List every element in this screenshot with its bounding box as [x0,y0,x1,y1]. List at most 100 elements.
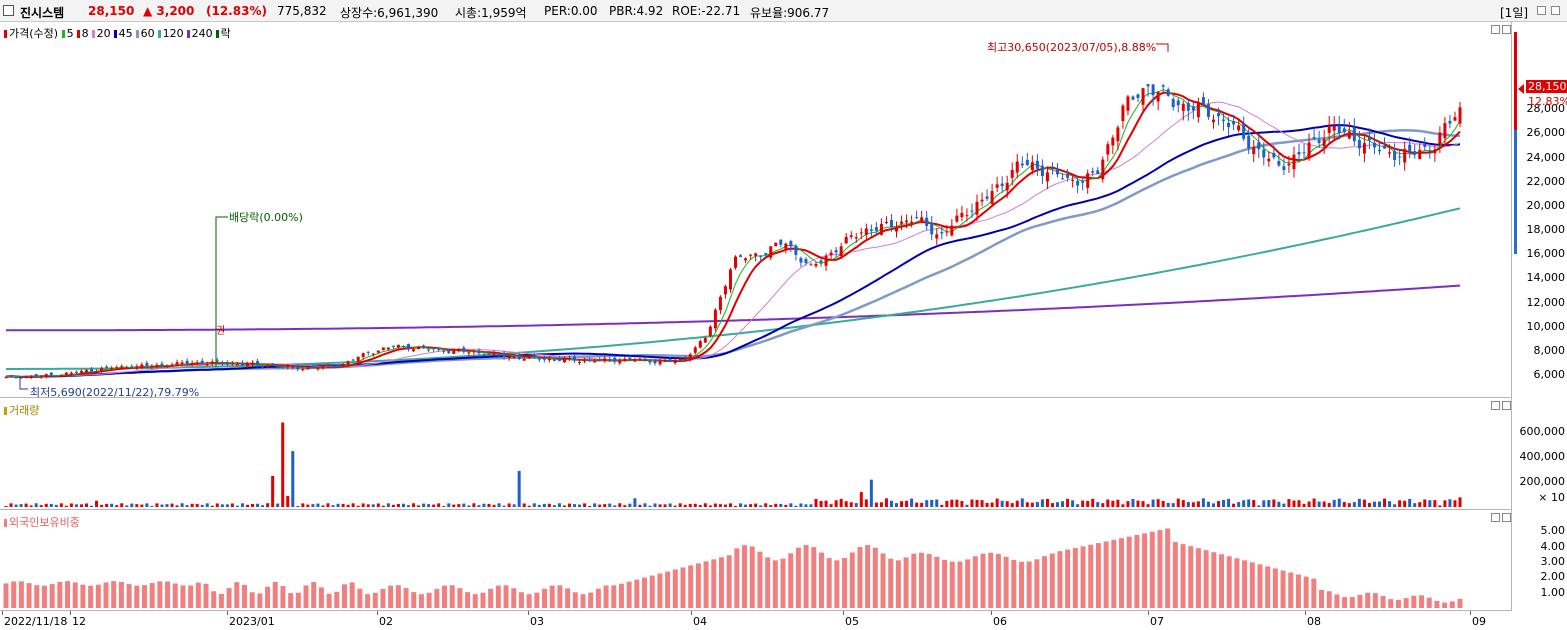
volume-bar [784,504,788,507]
volume-bar [230,503,234,507]
ma-legend-label[interactable]: 45 [118,27,133,40]
volume-bar [648,505,652,507]
volume-bar [824,500,828,507]
price-tick-label: 18,000 [1526,223,1566,236]
candle-body [1388,152,1392,154]
candle-body [155,364,159,367]
ma-legend-label[interactable]: 240 [191,27,213,40]
candle-body [628,357,632,360]
volume-maximize-icon[interactable] [1491,401,1500,410]
volume-bar [321,505,325,507]
foreign-bar [126,584,132,608]
candle-body [547,358,551,361]
foreign-bar [1272,568,1278,608]
volume-bar [1176,498,1180,507]
candle-body [653,360,657,364]
volume-bar [1121,504,1125,507]
price-tick-label: 24,000 [1526,150,1566,164]
candle-body [1061,178,1065,180]
volume-close-icon[interactable] [1502,401,1511,410]
volume-bar [130,503,134,507]
ma-legend-label[interactable]: 8 [81,27,89,40]
volume-bar [1272,499,1276,507]
ma-legend-marker [76,30,80,38]
ma-legend-label[interactable]: 락 [220,27,231,40]
candle-body [1071,179,1075,181]
volume-bar [145,503,149,507]
candle-body [351,359,355,361]
date-tick-label: 09 [1472,615,1486,628]
foreign-close-icon[interactable] [1502,513,1511,522]
candle-body [1307,142,1311,159]
foreign-bar [180,585,186,608]
candle-body [905,220,909,223]
period-selector[interactable]: [1일] [1500,6,1529,20]
candle-body [1025,160,1029,166]
volume-bar [69,503,73,507]
ma-legend-label[interactable]: 60 [140,27,155,40]
candle-body [769,246,773,258]
candle-body [1066,173,1070,178]
candle-body [487,354,491,356]
foreign-bar [1134,534,1140,608]
volume-bar [170,503,174,507]
stock-name[interactable]: 진시스템 [20,6,65,20]
ma-legend-label[interactable]: 120 [162,27,184,40]
candle-body [235,364,239,366]
candle-body [371,353,375,355]
ma-legend-marker [215,30,219,38]
price-range-up [1514,32,1517,130]
restore-icon[interactable] [1537,6,1546,15]
ma-legend-label[interactable]: 5 [66,27,74,40]
close-icon[interactable] [1551,6,1560,15]
candle-body [1342,128,1346,133]
panel-maximize-icon[interactable] [1491,25,1500,34]
candle-body [286,365,290,368]
volume-bar [889,500,893,507]
volume-bar [1161,501,1165,507]
volume-bar [115,505,119,507]
foreign-chart[interactable] [0,510,1512,611]
volume-bar [276,503,280,507]
volume-chart[interactable] [0,398,1512,510]
volume-bar [532,503,536,507]
ma-legend-marker [135,30,139,38]
volume-bar [527,505,531,507]
select-checkbox[interactable] [3,5,14,16]
candle-body [1297,152,1301,155]
market-cap: 시총:1,959억 [455,6,527,20]
high-annotation: 최고30,650(2023/07/05),8.88% [987,41,1157,54]
price-change: ▲ 3,200 [143,4,195,18]
candle-body [995,184,999,188]
volume-bar [281,422,285,507]
foreign-bar [280,586,286,608]
foreign-bar [426,592,432,608]
candle-body [160,363,164,366]
candle-body [708,326,712,336]
candle-body [331,366,335,368]
volume-bar [1287,499,1291,507]
candle-body [1448,120,1452,124]
candle-body [789,241,793,247]
volume-bar [900,501,904,507]
foreign-bar [1265,566,1271,608]
foreign-bar [826,558,832,608]
volume-tick-label: 600,000 [1519,425,1566,439]
volume-bar [703,503,707,507]
volume-bar [507,503,511,507]
volume-bar [1227,498,1231,507]
ma-legend-label[interactable]: 20 [96,27,111,40]
candle-body [613,357,617,362]
candle-body [598,359,602,361]
foreign-bar [218,593,224,608]
foreign-maximize-icon[interactable] [1491,513,1500,522]
foreign-bar [780,558,786,608]
foreign-bar [688,565,694,608]
panel-close-icon[interactable] [1502,25,1511,34]
foreign-bar [334,591,340,608]
volume-bar [1076,504,1080,507]
candle-body [809,264,813,266]
candle-body [1292,154,1296,170]
price-chart[interactable] [0,22,1512,398]
foreign-bar [757,551,763,608]
